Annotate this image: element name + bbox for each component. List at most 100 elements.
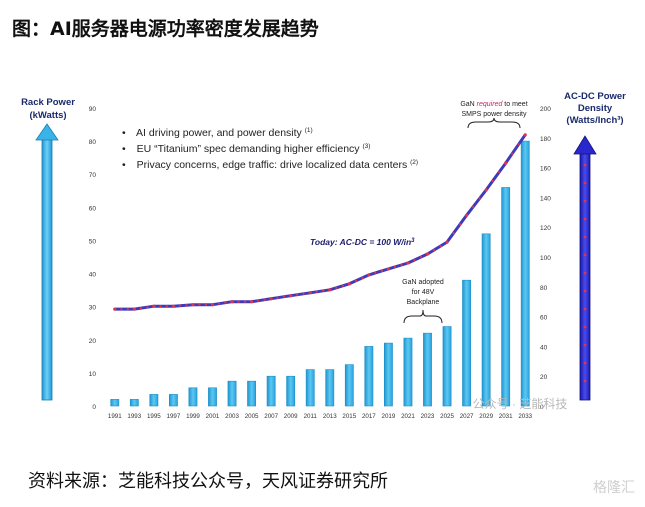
- power-density-point: [523, 133, 527, 137]
- line-dash-marker: [393, 265, 397, 269]
- right-arrow-dot: [583, 199, 587, 203]
- left-tick-label: 30: [89, 305, 97, 312]
- x-tick-label: 2021: [401, 413, 415, 420]
- bullet-dot: •: [122, 159, 126, 171]
- line-dash-marker: [511, 152, 514, 155]
- x-tick-label: 2007: [264, 413, 278, 420]
- bullet-list: • AI driving power, and power density (1…: [122, 127, 418, 171]
- line-dash-marker: [400, 263, 403, 267]
- power-density-point: [504, 161, 508, 165]
- power-density-point: [425, 252, 430, 256]
- left-tick-label: 60: [89, 205, 97, 212]
- power-density-point: [445, 240, 449, 244]
- left-arrow: [35, 123, 59, 401]
- x-tick-label: 1991: [108, 413, 122, 420]
- right-tick-label: 160: [540, 166, 551, 173]
- gan-48v-line2: for 48V: [412, 289, 435, 296]
- x-tick-label: 2029: [479, 413, 493, 420]
- x-tick-label: 1997: [167, 413, 181, 420]
- rack-power-bar: [462, 279, 471, 407]
- right-tick-label: 140: [540, 195, 551, 202]
- power-density-chart: Rack Power (kWatts) AC-DC Power Density …: [21, 91, 626, 420]
- rack-power-bar: [149, 394, 159, 407]
- x-tick-label: 2009: [284, 413, 298, 420]
- line-dash-marker: [432, 248, 436, 252]
- right-arrow-dot: [583, 253, 587, 257]
- right-axis-label-1: AC-DC Power: [564, 91, 626, 102]
- right-arrow-dot: [583, 217, 587, 221]
- x-tick-label: 2005: [245, 413, 259, 420]
- line-dash-marker: [341, 284, 344, 287]
- line-dash-marker: [217, 302, 221, 305]
- x-tick-label: 2017: [362, 413, 376, 420]
- line-dash-marker: [322, 289, 325, 292]
- bullet-1-text: AI driving power, and power density: [136, 127, 303, 139]
- bullet-dot: •: [122, 143, 126, 155]
- line-dash-marker: [296, 293, 299, 296]
- line-dash-marker: [204, 303, 208, 306]
- rack-power-bar: [501, 187, 511, 407]
- right-axis-label-3: (Watts/Inch³): [566, 115, 623, 126]
- x-tick-label: 2027: [460, 413, 474, 420]
- x-tick-label: 2019: [382, 413, 396, 420]
- line-dash-marker: [185, 304, 188, 307]
- today-annotation: Today: AC-DC = 100 W/in3: [310, 237, 415, 247]
- x-tick-label: 2013: [323, 413, 337, 420]
- x-tick-label: 1999: [186, 413, 200, 420]
- right-tick-label: 20: [540, 374, 548, 381]
- inner-watermark: 公众号 · 芝能科技: [473, 396, 568, 411]
- rack-power-bar: [169, 394, 178, 407]
- power-density-point: [113, 307, 117, 311]
- left-tick-label: 70: [89, 172, 97, 179]
- page-title: 图：AI服务器电源功率密度发展趋势: [12, 18, 319, 40]
- right-tick-label: 100: [540, 255, 551, 262]
- rack-power-bar: [442, 326, 452, 407]
- line-dash-marker: [263, 298, 266, 301]
- line-dash-marker: [146, 306, 149, 309]
- rack-power-bar: [423, 332, 432, 407]
- right-tick-label: 80: [540, 285, 548, 292]
- line-dash-marker: [458, 223, 462, 226]
- line-dash-marker: [159, 305, 162, 308]
- gan-48v-line3: Backplane: [407, 299, 440, 306]
- today-text: Today: AC-DC = 100 W/in: [310, 237, 411, 247]
- corner-watermark: 格隆汇: [593, 480, 635, 496]
- power-density-point: [171, 304, 176, 308]
- line-dash-marker: [224, 301, 227, 304]
- line-dash-marker: [413, 258, 416, 262]
- power-density-point: [347, 282, 351, 286]
- rack-power-bar: [403, 337, 413, 407]
- left-tick-label: 80: [89, 139, 97, 146]
- right-tick-label: 60: [540, 315, 548, 322]
- line-dash-marker: [237, 300, 240, 303]
- line-dash-marker: [243, 300, 247, 303]
- line-dash-marker: [452, 232, 455, 235]
- power-density-point: [269, 297, 273, 301]
- line-dash-marker: [419, 255, 423, 259]
- x-tick-label: 2025: [440, 413, 454, 420]
- line-dash-marker: [354, 279, 357, 282]
- right-arrow-dot: [583, 379, 587, 383]
- right-arrow-dot: [583, 325, 587, 329]
- line-dash-marker: [380, 269, 383, 273]
- gan-required-brace: [467, 117, 521, 129]
- line-dash-marker: [491, 179, 494, 183]
- power-density-point: [406, 261, 410, 265]
- x-tick-label: 2015: [342, 413, 356, 420]
- rack-power-bar: [325, 369, 335, 407]
- rack-power-bar: [110, 399, 120, 407]
- power-density-point: [132, 307, 136, 311]
- bullet-2-ref: (3): [362, 143, 370, 150]
- right-arrow: [573, 135, 597, 401]
- rack-power-bar: [344, 364, 354, 407]
- power-density-point: [249, 300, 254, 304]
- left-axis-label-1: Rack Power: [21, 97, 75, 108]
- x-tick-label: 1993: [127, 413, 141, 420]
- right-arrow-dot: [583, 235, 587, 239]
- gan-required-line2: SMPS power density: [462, 111, 527, 118]
- x-tick-label: 2033: [518, 413, 532, 420]
- left-tick-label: 0: [92, 404, 96, 411]
- today-sup: 3: [411, 238, 415, 244]
- line-dash-marker: [302, 292, 305, 295]
- right-tick-label: 0: [540, 404, 544, 411]
